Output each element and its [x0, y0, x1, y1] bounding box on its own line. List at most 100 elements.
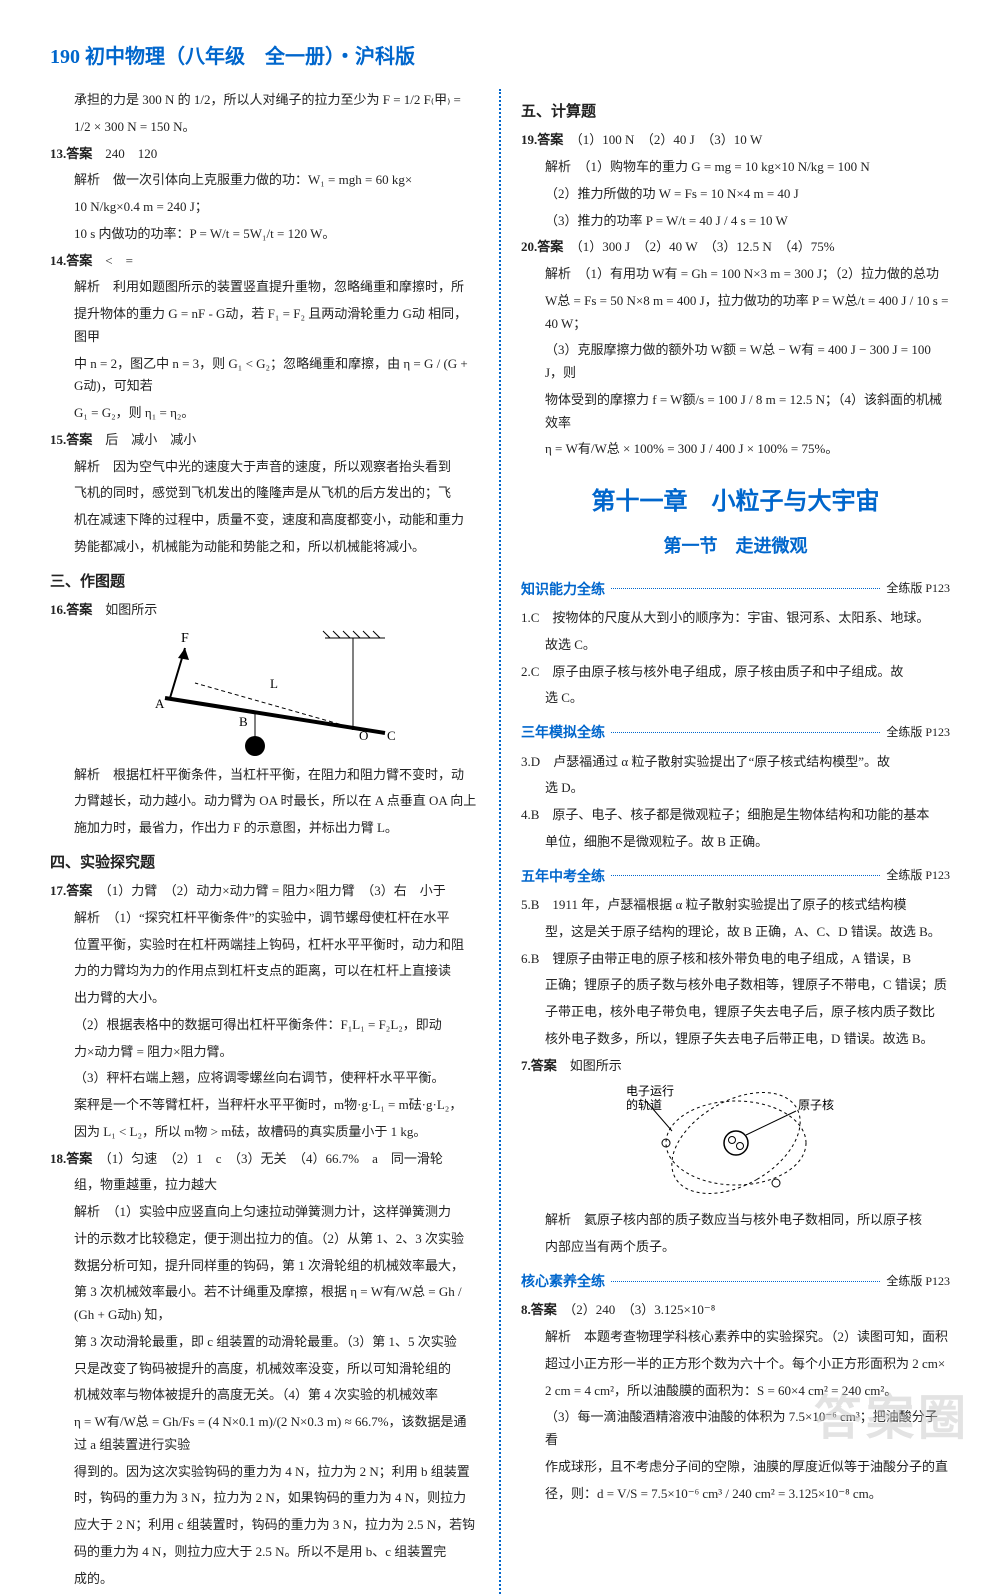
- text-line: 势能都减小，机械能为动能和势能之和，所以机械能将减小。: [50, 536, 479, 559]
- text-line: 解析 本题考查物理学科核心素养中的实验探究。（2）读图可知，面积: [521, 1326, 950, 1349]
- text-line: 解析 做一次引体向上克服重力做的功：W₁ = mgh = 60 kg×: [50, 169, 479, 192]
- fig-label-L: L: [270, 676, 278, 691]
- answer-label: 14.答案: [50, 253, 92, 268]
- text-line: 提升物体的重力 G = nF - G动，若 F₁ = F₂ 且两动滑轮重力 G动…: [50, 303, 479, 349]
- answer-label: 19.答案: [521, 132, 563, 147]
- answer-value: 如图所示: [557, 1058, 622, 1073]
- figure-16-lever: F A L B O C: [135, 628, 395, 758]
- page-header: 190 初中物理（八年级 全一册）・沪科版: [50, 40, 950, 69]
- text-line: 承担的力是 300 N 的 1/2，所以人对绳子的拉力至少为 F = 1/2 F…: [50, 89, 479, 112]
- text-line: W总 = Fs = 50 N×8 m = 400 J，拉力做功的功率 P = W…: [521, 290, 950, 336]
- practice-band-3: 五年中考全练 全练版 P123: [521, 864, 950, 889]
- text-line: 选 C。: [521, 687, 950, 710]
- text-line: 物体受到的摩擦力 f = W额/s = 100 J / 8 m = 12.5 N…: [521, 389, 950, 435]
- answer-label: 8.答案: [521, 1302, 557, 1317]
- text-line: 第 3 次动滑轮最重，即 c 组装置的动滑轮最重。（3）第 1、5 次实验: [50, 1331, 479, 1354]
- text-line: 选 D。: [521, 777, 950, 800]
- left-column: 承担的力是 300 N 的 1/2，所以人对绳子的拉力至少为 F = 1/2 F…: [50, 89, 479, 1594]
- text-line: 只是改变了钩码被提升的高度，机械效率没变，所以可知滑轮组的: [50, 1358, 479, 1381]
- answer-label: 20.答案: [521, 239, 563, 254]
- text-line: （2）根据表格中的数据可得出杠杆平衡条件：F₁L₁ = F₂L₂，即动: [50, 1014, 479, 1037]
- band-dots: [611, 1281, 880, 1282]
- text-line: 故选 C。: [521, 634, 950, 657]
- fig-label-O: O: [359, 728, 368, 743]
- text-line: 10 s 内做功的功率：P = W/t = 5W₁/t = 120 W。: [50, 223, 479, 246]
- text-line: 组，物重越重，拉力越大: [50, 1174, 479, 1197]
- text-line: 内部应当有两个质子。: [521, 1236, 950, 1259]
- band-dots: [611, 732, 880, 733]
- answer-label: 13.答案: [50, 146, 92, 161]
- answer-20: 20.答案 （1）300 J （2）40 W （3）12.5 N （4）75%: [521, 236, 950, 259]
- answer-value: （2）240 （3）3.125×10⁻⁸: [557, 1302, 715, 1317]
- practice-band-1: 知识能力全练 全练版 P123: [521, 577, 950, 602]
- two-column-layout: 承担的力是 300 N 的 1/2，所以人对绳子的拉力至少为 F = 1/2 F…: [50, 89, 950, 1594]
- text-line: 解析 根据杠杆平衡条件，当杠杆平衡，在阻力和阻力臂不变时，动: [50, 764, 479, 787]
- answer-label: 7.答案: [521, 1058, 557, 1073]
- section-5-heading: 五、计算题: [521, 99, 950, 125]
- text-line: 案秤是一个不等臂杠杆，当秤杆水平平衡时，m物·g·L₁ = m砝·g·L₂，: [50, 1094, 479, 1117]
- fig-label-A: A: [155, 696, 165, 711]
- band-title: 五年中考全练: [521, 864, 605, 889]
- text-line: （3）克服摩擦力做的额外功 W额 = W总 − W有 = 400 J − 300…: [521, 339, 950, 385]
- text-line: 解析 因为空气中光的速度大于声音的速度，所以观察者抬头看到: [50, 456, 479, 479]
- band-ref: 全练版 P123: [886, 578, 950, 599]
- answer-value: （1）力臂 （2）动力×动力臂 = 阻力×阻力臂 （3）右 小于: [92, 883, 446, 898]
- text-line: 型，这是关于原子结构的理论，故 B 正确，A、C、D 错误。故选 B。: [521, 921, 950, 944]
- text-line: 计的示数才比较稳定，便于测出拉力的值。（2）从第 1、2、3 次实验: [50, 1228, 479, 1251]
- text-line: 核外电子数多，所以，锂原子失去电子后带正电，D 错误。故选 B。: [521, 1028, 950, 1051]
- answer-label: 15.答案: [50, 432, 92, 447]
- answer-16: 16.答案 如图所示: [50, 599, 479, 622]
- text-line: 解析 （1）有用功 W有 = Gh = 100 N×3 m = 300 J；（2…: [521, 263, 950, 286]
- band-dots: [611, 588, 880, 589]
- chapter-subtitle: 第一节 走进微观: [521, 531, 950, 563]
- column-divider: [499, 89, 501, 1594]
- text-line: 数据分析可知，提升同样重的钩码，第 1 次滑轮组的机械效率最大，: [50, 1255, 479, 1278]
- text-line: 径，则：d = V/S = 7.5×10⁻⁶ cm³ / 240 cm² = 3…: [521, 1483, 950, 1506]
- fig-label-B: B: [239, 714, 248, 729]
- text-line: 力×动力臂 = 阻力×阻力臂。: [50, 1041, 479, 1064]
- text-line: （3）秤杆右端上翘，应将调零螺丝向右调节，使秤杆水平平衡。: [50, 1067, 479, 1090]
- answer-17: 17.答案 （1）力臂 （2）动力×动力臂 = 阻力×阻力臂 （3）右 小于: [50, 880, 479, 903]
- text-line: 力的力臂均为力的作用点到杠杆支点的距离，可以在杠杆上直接读: [50, 960, 479, 983]
- text-line: 1.C 按物体的尺度从大到小的顺序为：宇宙、银河系、太阳系、地球。: [521, 607, 950, 630]
- answer-value: （1）匀速 （2）1 c （3）无关 （4）66.7% a 同一滑轮: [92, 1151, 443, 1166]
- text-line: 10 N/kg×0.4 m = 240 J；: [50, 196, 479, 219]
- text-line: 力臂越长，动力越小。动力臂为 OA 时最长，所以在 A 点垂直 OA 向上: [50, 790, 479, 813]
- text-line: 1/2 × 300 N = 150 N。: [50, 116, 479, 139]
- text-line: 解析 氦原子核内部的质子数应当与核外电子数相同，所以原子核: [521, 1209, 950, 1232]
- text-line: 2.C 原子由原子核与核外电子组成，原子核由质子和中子组成。故: [521, 661, 950, 684]
- text-line: 4.B 原子、电子、核子都是微观粒子；细胞是生物体结构和功能的基本: [521, 804, 950, 827]
- answer-label: 16.答案: [50, 602, 92, 617]
- text-line: 超过小正方形一半的正方形个数为六十个。每个小正方形面积为 2 cm×: [521, 1353, 950, 1376]
- section-4-heading: 四、实验探究题: [50, 850, 479, 876]
- right-column: 五、计算题 19.答案 （1）100 N （2）40 J （3）10 W 解析 …: [521, 89, 950, 1594]
- text-line: 中 n = 2，图乙中 n = 3，则 G₁ < G₂；忽略绳重和摩擦，由 η …: [50, 353, 479, 399]
- watermark: 答案圈: [814, 1378, 970, 1448]
- text-line: η = W有/W总 = Gh/Fs = (4 N×0.1 m)/(2 N×0.3…: [50, 1411, 479, 1457]
- text-line: 因为 L₁ < L₂，所以 m物 > m砝，故槽码的真实质量小于 1 kg。: [50, 1121, 479, 1144]
- text-line: η = W有/W总 × 100% = 300 J / 400 J × 100% …: [521, 438, 950, 461]
- text-line: 第 3 次机械效率最小。若不计绳重及摩擦，根据 η = W有/W总 = Gh /…: [50, 1281, 479, 1327]
- answer-value: < =: [92, 253, 133, 268]
- text-line: 正确；锂原子的质子数与核外电子数相等，锂原子不带电，C 错误；质: [521, 974, 950, 997]
- text-line: 码的重力为 4 N，则拉力应大于 2.5 N。所以不是用 b、c 组装置完: [50, 1541, 479, 1564]
- answer-15: 15.答案 后 减小 减小: [50, 429, 479, 452]
- answer-8: 8.答案 （2）240 （3）3.125×10⁻⁸: [521, 1299, 950, 1322]
- text-line: 成的。: [50, 1568, 479, 1591]
- answer-value: 如图所示: [92, 602, 157, 617]
- text-line: 机在减速下降的过程中，质量不变，速度和高度都变小，动能和重力: [50, 509, 479, 532]
- text-line: 解析 （1）实验中应竖直向上匀速拉动弹簧测力计，这样弹簧测力: [50, 1201, 479, 1224]
- practice-band-4: 核心素养全练 全练版 P123: [521, 1269, 950, 1294]
- answer-19: 19.答案 （1）100 N （2）40 J （3）10 W: [521, 129, 950, 152]
- fig-label-F: F: [181, 631, 189, 646]
- fig-label-orbit-1: 电子运行: [626, 1084, 674, 1098]
- answer-label: 18.答案: [50, 1151, 92, 1166]
- text-line: 单位，细胞不是微观粒子。故 B 正确。: [521, 831, 950, 854]
- text-line: 机械效率与物体被提升的高度无关。（4）第 4 次实验的机械效率: [50, 1384, 479, 1407]
- text-line: 解析 （1）“探究杠杆平衡条件”的实验中，调节螺母使杠杆在水平: [50, 907, 479, 930]
- figure-7-atom: 电子运行 的轨道 原子核: [626, 1083, 846, 1203]
- text-line: （2）推力所做的功 W = Fs = 10 N×4 m = 40 J: [521, 183, 950, 206]
- text-line: 6.B 锂原子由带正电的原子核和核外带负电的电子组成，A 错误，B: [521, 948, 950, 971]
- text-line: 子带正电，核外电子带负电，锂原子失去电子后，原子核内质子数比: [521, 1001, 950, 1024]
- answer-value: 240 120: [92, 146, 157, 161]
